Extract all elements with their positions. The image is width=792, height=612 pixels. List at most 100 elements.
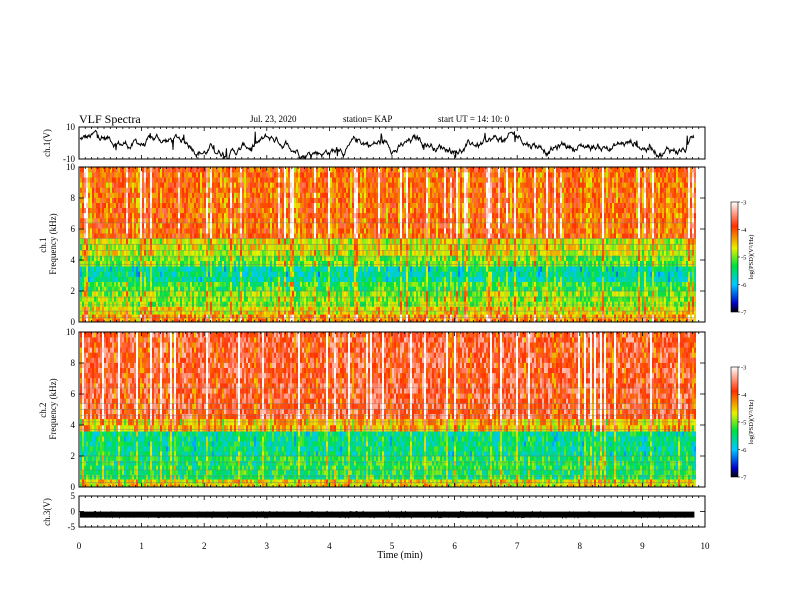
spectrogram-cell — [186, 266, 188, 272]
spectrogram-cell — [288, 172, 290, 178]
spectrogram-cell — [82, 172, 84, 178]
spectrogram-cell — [162, 197, 164, 203]
spectrogram-cell — [332, 306, 334, 311]
spectrogram-cell — [84, 182, 86, 188]
spectrogram-cell — [276, 249, 278, 256]
spectrogram-cell — [82, 314, 84, 319]
spectrogram-cell — [386, 212, 388, 219]
spectrogram-cell — [376, 217, 378, 224]
spectrogram-cell — [280, 197, 282, 203]
spectrogram-cell — [332, 255, 334, 261]
spectrogram-cell — [226, 238, 228, 245]
spectrogram-cell — [268, 177, 270, 183]
spectrogram-cell — [312, 192, 314, 198]
spectrogram-cell — [356, 281, 358, 287]
spectrogram-cell — [206, 301, 208, 307]
spectrogram-cell — [166, 310, 168, 315]
spectrogram-cell — [166, 291, 168, 297]
spectrogram-cell — [340, 318, 342, 323]
spectrogram-cell — [158, 197, 160, 203]
spectrogram-cell — [296, 281, 298, 287]
spectrogram-cell — [338, 286, 340, 292]
spectrogram-cell — [242, 301, 244, 307]
spectrogram-cell — [170, 310, 172, 315]
spectrogram-cell — [182, 207, 184, 214]
spectrogram-cell — [350, 228, 352, 234]
spectrogram-cell — [98, 318, 100, 323]
spectrogram-cell — [80, 310, 82, 315]
spectrogram-cell — [358, 177, 360, 183]
spectrogram-cell — [136, 255, 138, 261]
spectrogram-cell — [252, 228, 254, 234]
spectrogram-cell — [242, 306, 244, 311]
spectrogram-cell — [156, 286, 158, 292]
spectrogram-cell — [300, 318, 302, 323]
spectrogram-cell — [118, 217, 120, 224]
spectrogram-cell — [348, 260, 350, 267]
spectrogram-cell — [236, 276, 238, 282]
spectrogram-cell — [102, 233, 104, 239]
spectrogram-cell — [174, 306, 176, 311]
spectrogram-cell — [192, 228, 194, 234]
spectrogram-cell — [226, 187, 228, 193]
spectrogram-cell — [196, 172, 198, 178]
spectrogram-cell — [150, 271, 152, 277]
spectrogram-cell — [346, 233, 348, 239]
spectrogram-cell — [216, 255, 218, 261]
spectrogram-cell — [286, 192, 288, 198]
spectrogram-cell — [174, 192, 176, 198]
spectrogram-cell — [98, 233, 100, 239]
spectrogram-cell — [314, 192, 316, 198]
spectrogram-cell — [262, 223, 264, 229]
spectrogram-cell — [106, 271, 108, 277]
spectrogram-cell — [164, 182, 166, 188]
spectrogram-cell — [268, 291, 270, 297]
spectrogram-cell — [380, 228, 382, 234]
spectrogram-cell — [380, 192, 382, 198]
spectrogram-cell — [82, 177, 84, 183]
spectrogram-cell — [246, 260, 248, 267]
spectrogram-cell — [232, 266, 234, 272]
spectrogram-cell — [260, 260, 262, 267]
spectrogram-cell — [312, 217, 314, 224]
spectrogram-cell — [268, 187, 270, 193]
spectrogram-cell — [342, 233, 344, 239]
spectrogram-cell — [84, 266, 86, 272]
spectrogram-cell — [116, 223, 118, 229]
spectrogram-cell — [320, 223, 322, 229]
spectrogram-cell — [120, 306, 122, 311]
spectrogram-cell — [198, 172, 200, 178]
spectrogram-cell — [186, 192, 188, 198]
spectrogram-cell — [90, 233, 92, 239]
spectrogram-cell — [334, 167, 336, 173]
spectrogram-cell — [192, 177, 194, 183]
spectrogram-cell — [188, 276, 190, 282]
spectrogram-cell — [274, 217, 276, 224]
spectrogram-cell — [306, 276, 308, 282]
spectrogram-cell — [346, 255, 348, 261]
spectrogram-cell — [82, 197, 84, 203]
spectrogram-cell — [246, 276, 248, 282]
spectrogram-cell — [234, 266, 236, 272]
spectrogram-cell — [254, 286, 256, 292]
spectrogram-cell — [330, 192, 332, 198]
spectrogram-cell — [216, 296, 218, 302]
spectrogram-cell — [206, 255, 208, 261]
spectrogram-cell — [222, 271, 224, 277]
spectrogram-cell — [198, 228, 200, 234]
spectrogram-cell — [260, 301, 262, 307]
spectrogram-cell — [88, 301, 90, 307]
spectrogram-cell — [136, 187, 138, 193]
spectrogram-cell — [92, 276, 94, 282]
spectrogram-cell — [122, 167, 124, 173]
spectrogram-cell — [118, 228, 120, 234]
spectrogram-cell — [100, 212, 102, 219]
spectrogram-cell — [322, 202, 324, 208]
spectrogram-cell — [258, 286, 260, 292]
spectrogram-cell — [110, 306, 112, 311]
spectrogram-cell — [120, 202, 122, 208]
spectrogram-cell — [306, 260, 308, 267]
spectrogram-cell — [366, 271, 368, 277]
spectrogram-cell — [214, 286, 216, 292]
spectrogram-cell — [120, 217, 122, 224]
